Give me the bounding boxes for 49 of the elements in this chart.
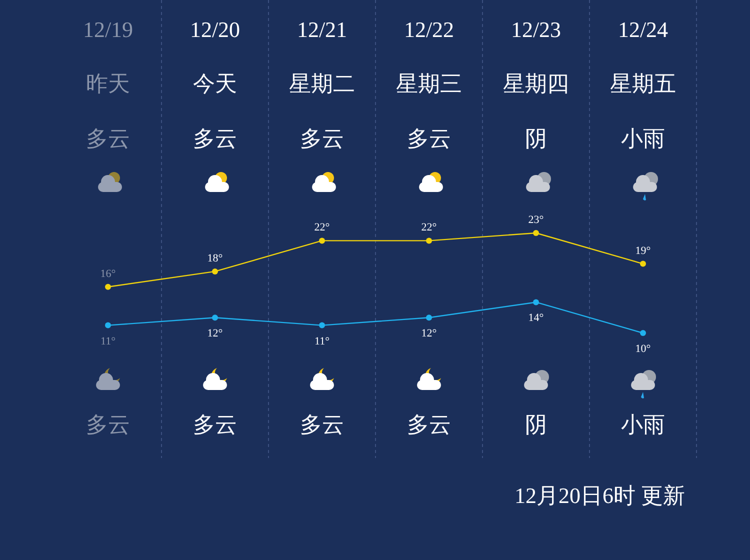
data-label: 18°	[207, 252, 223, 264]
text: 星期三	[396, 71, 462, 96]
text: 多云	[407, 126, 451, 151]
text: 星期二	[289, 71, 355, 96]
point	[533, 299, 539, 306]
data-label: 22°	[314, 222, 330, 234]
text: 昨天	[86, 71, 130, 96]
data-label: 16°	[100, 268, 116, 280]
text: 多云	[300, 412, 344, 437]
text: 多云	[300, 126, 344, 151]
text: 多云	[407, 412, 451, 437]
data-label: 22°	[421, 222, 437, 234]
x-tick-label: 12/20	[190, 17, 240, 42]
text: 阴	[525, 412, 547, 437]
point	[105, 284, 111, 290]
data-label: 11°	[314, 335, 330, 348]
x-tick-label: 12/23	[510, 17, 562, 42]
x-tick-label: 12/19	[82, 17, 134, 42]
point	[640, 330, 646, 336]
point	[105, 322, 111, 328]
data-label: 23°	[528, 214, 544, 226]
point	[426, 314, 432, 321]
data-label: 11°	[100, 335, 116, 348]
text: 多云	[193, 412, 237, 437]
point	[533, 230, 539, 236]
point	[640, 260, 646, 267]
text: 今天	[193, 71, 237, 96]
point	[426, 238, 432, 244]
text: 小雨	[621, 412, 665, 437]
data-label: 10°	[635, 343, 651, 355]
text: 12月20日6时 更新	[514, 483, 685, 508]
data-label: 19°	[635, 244, 651, 257]
x-tick-label: 12/24	[618, 17, 668, 42]
point	[212, 314, 218, 321]
text: 小雨	[621, 126, 665, 151]
point	[319, 322, 325, 328]
data-label: 14°	[528, 312, 544, 324]
data-label: 12°	[421, 328, 437, 340]
text: 多云	[86, 126, 130, 151]
x-tick-label: 12/22	[404, 17, 454, 42]
point	[319, 238, 325, 244]
data-label: 12°	[207, 328, 223, 340]
text: 星期四	[503, 71, 569, 96]
text: 多云	[193, 126, 237, 151]
point	[212, 268, 218, 274]
x-tick-label: 12/21	[296, 17, 348, 42]
text: 阴	[525, 126, 547, 151]
text: 星期五	[610, 71, 676, 96]
text: 多云	[86, 412, 130, 437]
